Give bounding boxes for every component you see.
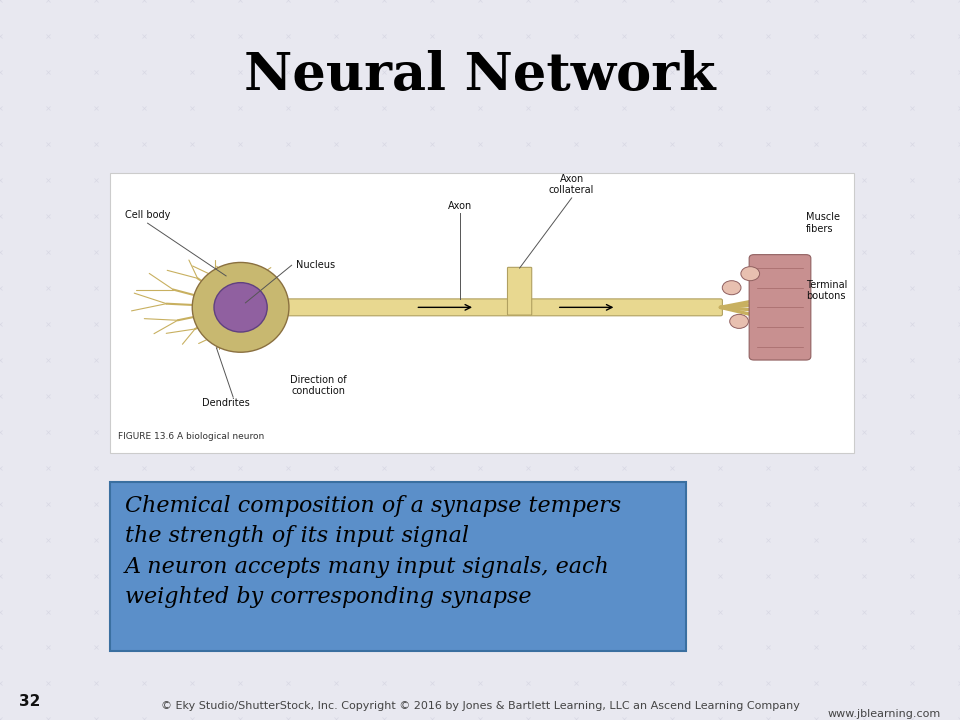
Text: Chemical composition of a synapse tempers
the strength of its input signal
A neu: Chemical composition of a synapse temper…	[125, 495, 621, 608]
Text: Neural Network: Neural Network	[244, 50, 716, 101]
Text: Muscle
fibers: Muscle fibers	[806, 212, 840, 234]
FancyBboxPatch shape	[110, 173, 854, 454]
Text: FIGURE 13.6 A biological neuron: FIGURE 13.6 A biological neuron	[118, 432, 264, 441]
FancyBboxPatch shape	[749, 255, 811, 360]
Text: www.jblearning.com: www.jblearning.com	[828, 708, 941, 719]
Circle shape	[741, 266, 759, 281]
Text: 32: 32	[19, 694, 40, 709]
Text: Axon: Axon	[448, 202, 472, 212]
Circle shape	[730, 315, 749, 328]
Text: © Eky Studio/ShutterStock, Inc. Copyright © 2016 by Jones & Bartlett Learning, L: © Eky Studio/ShutterStock, Inc. Copyrigh…	[160, 701, 800, 711]
Text: Nucleus: Nucleus	[297, 260, 336, 270]
FancyBboxPatch shape	[110, 482, 686, 651]
Text: Dendrites: Dendrites	[202, 397, 250, 408]
Text: Direction of
conduction: Direction of conduction	[291, 374, 347, 396]
Ellipse shape	[192, 263, 289, 352]
Circle shape	[722, 281, 741, 294]
FancyBboxPatch shape	[508, 267, 532, 315]
Text: Cell body: Cell body	[125, 210, 170, 220]
Text: Terminal
boutons: Terminal boutons	[806, 279, 848, 301]
Ellipse shape	[214, 283, 267, 332]
Text: Axon
collateral: Axon collateral	[549, 174, 594, 195]
FancyBboxPatch shape	[287, 299, 722, 316]
